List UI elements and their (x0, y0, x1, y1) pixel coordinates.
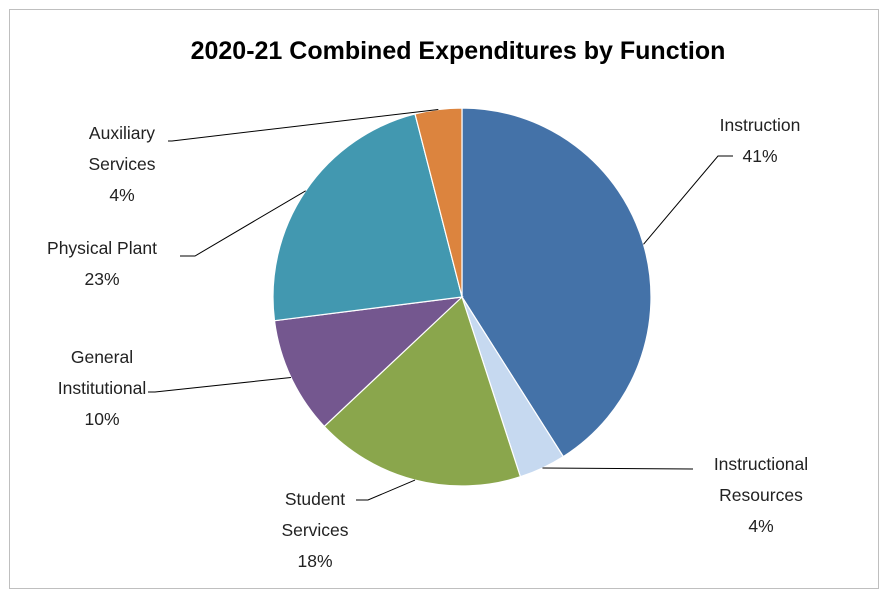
label-leader-lines (148, 108, 733, 501)
slice-label-student-services: Student Services 18% (281, 489, 348, 569)
pie-chart: 2020-21 Combined Expenditures by Functio… (47, 37, 808, 569)
leader-line-instruction (643, 155, 733, 245)
slice-label-physical-plant: Physical Plant 23% (47, 238, 157, 289)
chart-title: 2020-21 Combined Expenditures by Functio… (191, 37, 726, 65)
leader-line-physical-plant (180, 190, 306, 257)
leader-line-instructional-resources (542, 467, 694, 470)
leader-line-student-services (356, 479, 416, 501)
pie-slice-student-services (323, 295, 522, 487)
slice-label-auxiliary-services: Auxiliary Services 4% (88, 123, 155, 205)
slice-label-instructional-resources: Instructional Resources 4% (714, 454, 808, 536)
slice-labels: Instruction 41% Instructional Resources 4% St… (47, 115, 808, 569)
slice-label-general-institutional: General Institutional 10% (58, 347, 147, 429)
slice-label-instruction: Instruction 41% (720, 115, 801, 166)
pie-slice-general-institutional (273, 296, 464, 428)
pie-slice-instruction (461, 107, 652, 458)
pie-slice-physical-plant (272, 113, 463, 322)
pie-slices (272, 107, 652, 487)
pie-slice-auxiliary-services (414, 107, 463, 298)
leader-line-auxiliary-services (168, 108, 439, 142)
leader-line-general-institutional (148, 376, 292, 393)
